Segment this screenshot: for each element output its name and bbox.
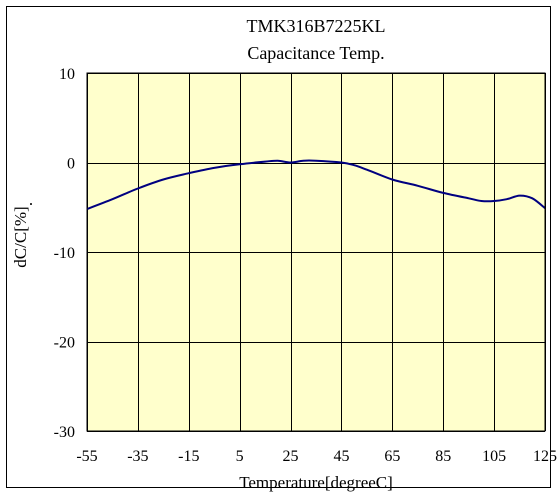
- x-tick-label: 85: [435, 448, 451, 465]
- y-tick-label: -20: [54, 335, 75, 352]
- x-tick-label: 25: [283, 448, 299, 465]
- chart-title: TMK316B7225KL: [247, 16, 386, 36]
- x-tick-label: -55: [76, 448, 97, 465]
- y-tick-label: 10: [59, 66, 75, 83]
- series-line: [86, 159, 546, 210]
- y-tick-labels: 10 0 -10 -20 -30: [54, 66, 75, 441]
- plot-border: [86, 72, 546, 432]
- chart-subtitle: Capacitance Temp.: [247, 43, 384, 63]
- x-tick-label: 65: [384, 448, 400, 465]
- y-tick-label: 0: [67, 156, 75, 173]
- x-tick-label: -15: [178, 448, 199, 465]
- x-tick-label: 105: [482, 448, 506, 465]
- x-tick-label: -35: [127, 448, 148, 465]
- y-axis-label-suffix: .: [17, 202, 36, 206]
- x-tick-label: 5: [236, 448, 244, 465]
- y-tick-label: -30: [54, 424, 75, 441]
- y-axis-label: dC/C[%]: [11, 206, 30, 267]
- x-tick-labels: -55 -35 -15 5 25 45 65 85 105 125: [76, 448, 557, 465]
- y-tick-label: -10: [54, 245, 75, 262]
- x-axis-label: Temperature[degreeC]: [239, 473, 393, 492]
- x-tick-label: 45: [333, 448, 349, 465]
- x-tick-label: 125: [533, 448, 557, 465]
